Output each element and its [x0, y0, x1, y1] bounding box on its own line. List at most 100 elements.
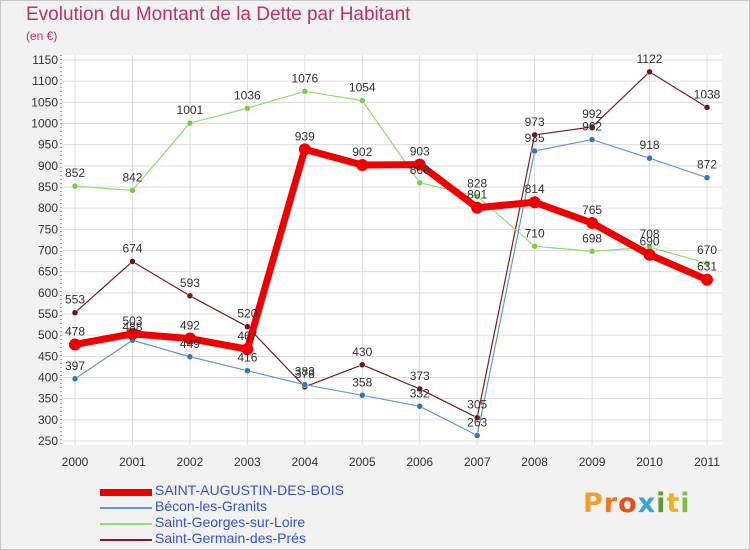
- data-label: 383: [295, 365, 315, 379]
- data-label: 765: [582, 203, 602, 217]
- data-point: [586, 216, 599, 229]
- data-label: 828: [467, 176, 487, 190]
- x-tick-label: 2010: [636, 455, 663, 469]
- x-tick-label: 2003: [234, 455, 261, 469]
- data-label: 801: [467, 188, 487, 202]
- data-label: 852: [65, 166, 85, 180]
- logo-letter: P: [583, 488, 604, 519]
- data-label: 710: [525, 226, 545, 240]
- y-tick-label: 300: [38, 413, 58, 427]
- data-point: [241, 343, 254, 356]
- proxiti-logo: Proxiti: [583, 488, 691, 519]
- data-label: 520: [237, 307, 257, 321]
- x-tick-label: 2009: [579, 455, 606, 469]
- data-label: 416: [237, 351, 257, 365]
- chart-title: Evolution du Montant de la Dette par Hab…: [26, 4, 411, 25]
- data-label: 973: [525, 115, 545, 129]
- data-label: 903: [410, 145, 430, 159]
- data-label: 992: [582, 107, 602, 121]
- data-label: 690: [640, 235, 660, 249]
- data-label: 593: [180, 276, 200, 290]
- x-tick-label: 2004: [291, 455, 318, 469]
- data-point: [588, 123, 596, 131]
- data-label: 1036: [234, 88, 261, 102]
- y-tick-label: 1000: [31, 117, 58, 131]
- y-tick-label: 650: [38, 265, 58, 279]
- data-label: 373: [410, 369, 430, 383]
- y-tick-label: 600: [38, 286, 58, 300]
- legend-swatch: [100, 488, 152, 496]
- legend-label: Saint-Germain-des-Prés: [155, 530, 306, 546]
- data-label: 378: [295, 367, 315, 381]
- series-line: [74, 138, 708, 437]
- data-point: [129, 258, 136, 265]
- data-label: 708: [640, 227, 660, 241]
- data-point: [71, 375, 79, 383]
- data-label: 263: [467, 415, 487, 429]
- logo-letter: i: [656, 488, 667, 519]
- data-point: [531, 147, 538, 155]
- y-tick-label: 250: [38, 434, 58, 448]
- data-label: 503: [122, 314, 142, 328]
- data-point: [129, 187, 136, 194]
- series-line: [74, 71, 708, 419]
- data-point: [359, 392, 366, 399]
- data-point: [703, 259, 711, 267]
- data-point: [473, 193, 481, 200]
- data-label: 492: [180, 319, 200, 333]
- data-point: [528, 196, 541, 209]
- x-tick-label: 2007: [464, 455, 491, 469]
- y-tick-label: 950: [38, 138, 58, 152]
- data-point: [531, 243, 538, 250]
- logo-letter: r: [603, 488, 619, 519]
- data-label: 1076: [291, 71, 318, 85]
- series-line: [74, 90, 708, 264]
- data-point: [71, 182, 79, 190]
- data-label: 935: [525, 131, 545, 145]
- x-tick-label: 2005: [349, 455, 376, 469]
- data-point: [298, 143, 311, 156]
- data-label: 814: [525, 182, 545, 196]
- data-point: [646, 68, 653, 76]
- legend-swatch: [100, 523, 152, 525]
- data-point: [359, 97, 366, 104]
- data-label: 1001: [177, 103, 204, 117]
- data-point: [186, 119, 194, 127]
- data-point: [301, 88, 309, 95]
- data-label: 332: [410, 386, 430, 400]
- data-label: 860: [410, 163, 430, 177]
- data-label: 631: [697, 260, 717, 274]
- data-point: [359, 361, 366, 369]
- axes: 250 300 350 400 450 500 550 600 650 700 750 800 850 9…: [31, 53, 720, 469]
- data-point: [416, 179, 423, 187]
- data-point: [703, 104, 711, 111]
- data-label: 358: [352, 375, 372, 389]
- y-tick-label: 1050: [31, 95, 58, 109]
- y-tick-label: 850: [38, 180, 58, 194]
- data-label: 842: [122, 170, 142, 184]
- y-tick-label: 500: [38, 328, 58, 342]
- data-point: [183, 332, 196, 345]
- x-tick-label: 2008: [521, 455, 548, 469]
- data-point: [416, 385, 423, 393]
- data-point: [71, 309, 79, 316]
- data-label: 397: [65, 359, 85, 373]
- logo-letter: i: [680, 488, 691, 519]
- data-labels: 553 674 593 520 378 430 373 305 973 992 1122 1038 85…: [65, 52, 721, 430]
- data-label: 430: [352, 345, 372, 359]
- legend-swatch: [100, 539, 152, 541]
- logo-letter: t: [666, 488, 681, 519]
- data-point: [473, 432, 481, 439]
- data-point: [701, 273, 713, 286]
- data-label: 918: [640, 138, 660, 152]
- data-point: [186, 353, 194, 361]
- data-point: [646, 154, 653, 162]
- data-label: 488: [122, 320, 142, 334]
- data-point: [416, 403, 423, 410]
- y-tick-label: 350: [38, 392, 58, 406]
- data-point: [244, 105, 251, 112]
- data-point: [643, 248, 656, 261]
- grid: [62, 55, 722, 445]
- y-tick-label: 700: [38, 244, 58, 258]
- data-point: [531, 131, 538, 139]
